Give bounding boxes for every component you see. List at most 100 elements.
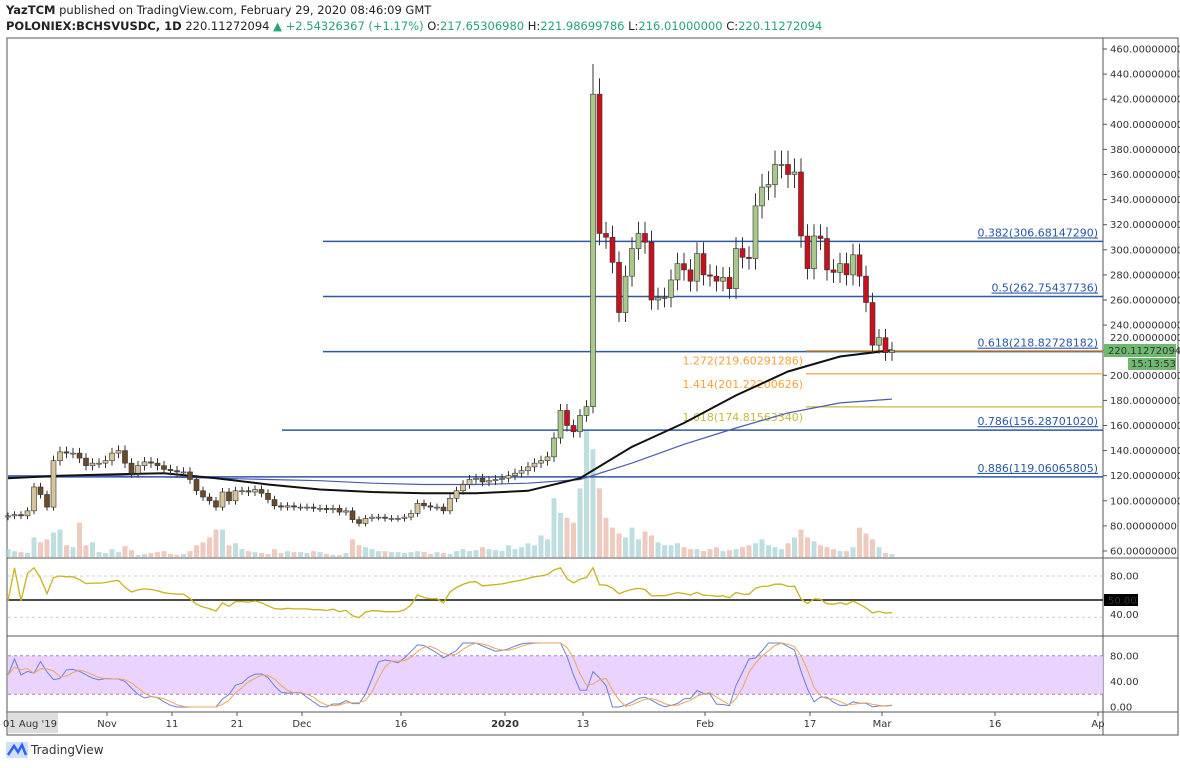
volume-bar: [239, 549, 245, 557]
volume-bar: [675, 543, 680, 557]
candle-up: [505, 475, 512, 479]
volume-bar: [707, 549, 713, 557]
candles: [5, 64, 895, 527]
volume-bar: [77, 522, 82, 557]
candle-up: [551, 437, 557, 458]
candle-down: [596, 93, 603, 234]
fib-level-label: 0.382(306.68147290): [977, 226, 1098, 239]
volume-bar: [811, 541, 817, 557]
candle-down: [258, 489, 265, 494]
volume-bar: [714, 547, 719, 557]
volume-bar: [25, 553, 30, 557]
volume-bar: [421, 552, 427, 557]
price-tick-label: 380.00000000: [1110, 145, 1180, 156]
volume-bar: [428, 554, 433, 557]
candle-down: [570, 425, 577, 433]
volume-bar: [5, 549, 11, 557]
rsi-pane: 80.00 40.00 50.00: [7, 566, 1139, 621]
candle-down: [440, 506, 447, 512]
fib-level-label: 0.618(218.82728182): [977, 337, 1098, 350]
time-axis[interactable]: 01 Aug '19 Nov 11 21 Dec 16 2020 13 Feb 17 Mar 16 Ap: [3, 712, 1105, 733]
candle-up: [141, 461, 148, 466]
candle-down: [323, 508, 330, 510]
volume-bar: [187, 551, 193, 557]
price-tick-label: 160.00000000: [1110, 421, 1180, 432]
stoch-d-line: [7, 642, 893, 708]
publish-info: YazTCM published on TradingView.com, Feb…: [6, 3, 431, 17]
last-price-box: [1104, 344, 1176, 357]
candle-up: [850, 254, 856, 276]
volume-bar: [356, 545, 362, 557]
candle-up: [219, 491, 226, 508]
candle-up: [661, 297, 668, 299]
candle-down: [161, 465, 167, 470]
candle-down: [63, 451, 70, 454]
ma-black-line: [7, 349, 893, 495]
volume-bar: [623, 537, 628, 557]
volume-bar: [116, 552, 121, 557]
candle-down: [804, 235, 811, 269]
volume-bar: [200, 542, 206, 557]
fib-lines[interactable]: 0.382(306.68147290) 0.5(262.75437736) 0.61…: [8, 226, 1103, 478]
rsi-midline-label: 50.00: [1108, 596, 1137, 607]
candle-down: [746, 257, 752, 259]
candle-down: [213, 500, 219, 508]
volume-bar: [766, 545, 771, 557]
candle-down: [739, 248, 746, 258]
volume-bar: [857, 527, 862, 557]
volume-bar: [603, 517, 609, 557]
countdown-label: 15:13:53: [1131, 359, 1176, 370]
volume-bar: [798, 529, 804, 557]
author-name[interactable]: YazTCM: [6, 3, 56, 17]
candle-up: [837, 263, 843, 273]
fib-extension-label: 1.414(201.22200626): [682, 378, 803, 391]
volume-bar: [376, 551, 381, 557]
volume-bar: [590, 449, 596, 557]
candle-down: [37, 486, 44, 495]
candle-up: [759, 186, 765, 207]
candle-down: [863, 275, 869, 303]
tradingview-logo[interactable]: TradingView: [6, 742, 104, 758]
candle-down: [382, 516, 388, 519]
volume-bar: [148, 553, 154, 557]
candle-down: [310, 506, 317, 509]
candle-down: [843, 263, 850, 276]
volume-bar: [194, 545, 199, 557]
symbol-legend: POLONIEX:BCHSVUSDC, 1D 220.11272094 ▲ +2…: [6, 19, 822, 33]
volume-bar: [759, 539, 765, 557]
candle-down: [785, 164, 791, 175]
candle-up: [544, 456, 551, 461]
volume-bar: [220, 529, 225, 557]
candle-up: [5, 515, 11, 518]
candle-up: [811, 235, 817, 269]
candle-down: [291, 505, 297, 508]
volume-bar: [824, 547, 830, 557]
price-axis[interactable]: 460.00000000 440.00000000 420.00000000 400.…: [1103, 45, 1180, 558]
price-tick-label: 360.00000000: [1110, 170, 1180, 181]
price-tick-label: 100.00000000: [1110, 496, 1180, 507]
candle-down: [148, 461, 154, 464]
time-tick-label: Dec: [292, 719, 311, 730]
low-value: 216.01000000: [638, 19, 723, 33]
price-tick-label: 300.00000000: [1110, 245, 1180, 256]
candle-down: [200, 490, 206, 498]
volume-bar: [129, 550, 134, 557]
open-value: 217.65306980: [439, 19, 525, 33]
volume-bar: [161, 551, 167, 557]
volume-bar: [876, 547, 882, 557]
candle-up: [752, 205, 759, 259]
candle-up: [252, 489, 258, 493]
candle-up: [388, 518, 395, 520]
candle-down: [687, 269, 694, 282]
volume-bar: [51, 532, 56, 557]
volume-bar: [701, 551, 706, 557]
candle-up: [486, 480, 492, 483]
volume-bar: [506, 545, 511, 557]
price-tick-label: 220.00000000: [1110, 333, 1180, 344]
close-value: 220.11272094: [738, 19, 823, 33]
time-tick-label: 13: [577, 719, 590, 730]
volume-bar: [304, 553, 310, 557]
volume-bar: [779, 549, 784, 557]
price-tick-label: 440.00000000: [1110, 70, 1180, 81]
